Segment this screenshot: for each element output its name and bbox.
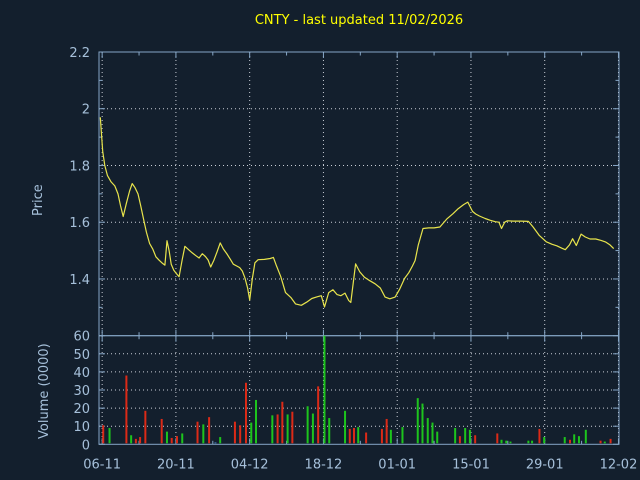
x-tick-label: 15-01 xyxy=(452,457,490,472)
volume-bar xyxy=(426,418,429,444)
volume-bar xyxy=(357,427,360,444)
volume-bar xyxy=(134,438,137,444)
price-tick-label: 1.8 xyxy=(69,159,90,174)
volume-bar xyxy=(496,433,499,444)
volume-bar xyxy=(573,434,576,444)
volume-bar xyxy=(538,428,541,444)
volume-bar xyxy=(421,403,424,444)
volume-bar xyxy=(531,440,534,444)
volume-bar xyxy=(165,431,168,444)
volume-tick-label: 10 xyxy=(73,420,90,435)
volume-bar xyxy=(311,413,314,444)
volume-bar xyxy=(563,437,566,444)
volume-bar xyxy=(160,418,163,444)
volume-bar xyxy=(509,441,512,444)
volume-bar xyxy=(306,406,309,444)
volume-bar xyxy=(500,439,503,444)
x-tick-label: 12-02 xyxy=(600,457,638,472)
volume-bar xyxy=(317,386,320,444)
volume-bar xyxy=(108,428,111,444)
volume-bar xyxy=(436,431,439,444)
volume-tick-label: 30 xyxy=(73,384,90,399)
x-tick-label: 04-12 xyxy=(231,457,269,472)
price-tick-label: 1.4 xyxy=(69,273,90,288)
x-tick-label: 29-01 xyxy=(526,457,564,472)
x-tick-label: 06-11 xyxy=(83,457,121,472)
x-tick-label: 20-11 xyxy=(157,457,195,472)
volume-bar xyxy=(233,421,236,444)
volume-bar xyxy=(144,410,147,444)
volume-bar xyxy=(208,417,211,444)
volume-bar xyxy=(244,382,247,444)
volume-bar xyxy=(468,429,471,444)
volume-bar xyxy=(102,425,105,444)
volume-bar xyxy=(577,436,580,444)
volume-tick-label: 50 xyxy=(73,348,90,363)
price-line xyxy=(99,117,615,308)
volume-bar xyxy=(328,418,331,444)
volume-bar xyxy=(281,401,284,444)
volume-bar xyxy=(170,437,173,444)
volume-tick-label: 20 xyxy=(73,402,90,417)
x-tick-label: 01-01 xyxy=(378,457,416,472)
volume-bar xyxy=(255,399,258,444)
volume-bar xyxy=(365,432,368,444)
volume-bar xyxy=(323,335,326,444)
volume-bar xyxy=(352,428,355,444)
volume-bar xyxy=(505,440,508,444)
volume-bar xyxy=(401,427,404,444)
volume-bar xyxy=(181,433,184,444)
price-tick-label: 1.6 xyxy=(69,216,90,231)
volume-bar xyxy=(239,425,242,444)
volume-bar xyxy=(584,429,587,444)
volume-tick-label: 0 xyxy=(82,438,90,453)
volume-bar xyxy=(348,428,351,444)
volume-bar xyxy=(291,411,294,444)
volume-bar xyxy=(276,414,279,444)
volume-bar xyxy=(603,441,606,444)
volume-bar xyxy=(196,421,199,444)
price-tick-label: 2 xyxy=(82,103,90,118)
price-panel-frame xyxy=(98,51,620,337)
volume-bar xyxy=(202,424,205,444)
volume-bar xyxy=(344,410,347,444)
volume-bar xyxy=(527,440,530,444)
price-tick-label: 2.2 xyxy=(69,46,90,61)
volume-bar xyxy=(130,435,133,444)
volume-bar xyxy=(474,435,477,444)
volume-bar xyxy=(454,428,457,444)
volume-bar xyxy=(214,442,217,444)
volume-bar xyxy=(416,398,419,444)
volume-bar xyxy=(543,437,546,444)
volume-bar xyxy=(389,429,392,444)
volume-bar xyxy=(250,422,253,444)
volume-bar xyxy=(385,418,388,444)
volume-bar xyxy=(139,437,142,444)
volume-bar xyxy=(271,415,274,444)
volume-bar xyxy=(464,428,467,444)
volume-bar xyxy=(569,439,572,444)
volume-bar xyxy=(286,414,289,444)
volume-bar xyxy=(599,440,602,444)
chart-title: CNTY - last updated 11/02/2026 xyxy=(254,13,464,28)
volume-bar xyxy=(458,436,461,444)
x-tick-label: 18-12 xyxy=(305,457,343,472)
volume-tick-label: 60 xyxy=(73,330,90,345)
volume-tick-label: 40 xyxy=(73,366,90,381)
volume-bar xyxy=(125,375,128,444)
volume-bar xyxy=(219,437,222,444)
volume-bar xyxy=(380,428,383,444)
volume-bar xyxy=(175,436,178,444)
volume-bar xyxy=(431,422,434,444)
volume-bar xyxy=(609,438,612,444)
